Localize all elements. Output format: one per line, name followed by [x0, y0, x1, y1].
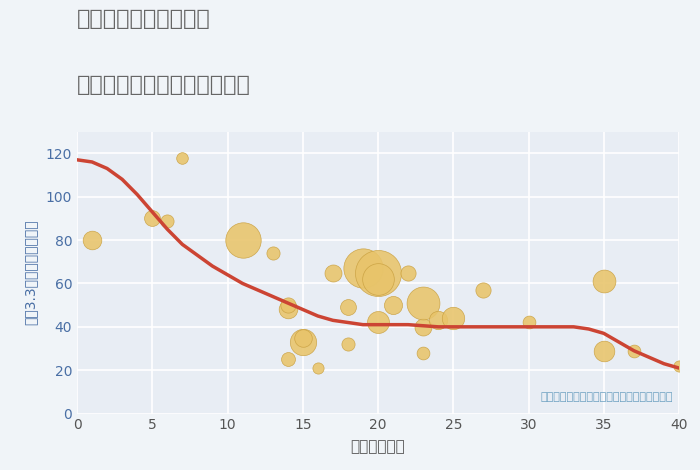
Text: 円の大きさは、取引のあった物件面積を示す: 円の大きさは、取引のあった物件面積を示す [540, 392, 673, 402]
Point [342, 304, 354, 311]
Point [388, 301, 399, 309]
Text: 兵庫県姫路市市川台の: 兵庫県姫路市市川台の [77, 9, 211, 30]
Point [342, 340, 354, 348]
Point [372, 319, 384, 326]
Point [372, 269, 384, 276]
Point [357, 265, 368, 272]
Point [598, 277, 609, 285]
Point [267, 249, 278, 257]
Point [297, 334, 308, 341]
Point [282, 356, 293, 363]
Point [433, 317, 444, 324]
Point [372, 275, 384, 283]
Point [328, 269, 339, 276]
Point [417, 299, 428, 307]
Y-axis label: 坪（3.3㎡）単価（万円）: 坪（3.3㎡）単価（万円） [23, 220, 37, 325]
Point [629, 347, 640, 354]
Point [402, 269, 414, 276]
Point [162, 217, 173, 224]
Point [237, 236, 248, 244]
Point [312, 364, 323, 372]
Point [598, 347, 609, 354]
X-axis label: 築年数（年）: 築年数（年） [351, 439, 405, 454]
Text: 築年数別中古マンション価格: 築年数別中古マンション価格 [77, 75, 251, 95]
Point [297, 338, 308, 346]
Point [523, 319, 534, 326]
Point [448, 314, 459, 322]
Point [477, 286, 489, 294]
Point [282, 306, 293, 313]
Point [417, 323, 428, 330]
Point [176, 154, 188, 161]
Point [673, 362, 685, 369]
Point [87, 236, 98, 244]
Point [282, 301, 293, 309]
Point [147, 215, 158, 222]
Point [417, 349, 428, 357]
